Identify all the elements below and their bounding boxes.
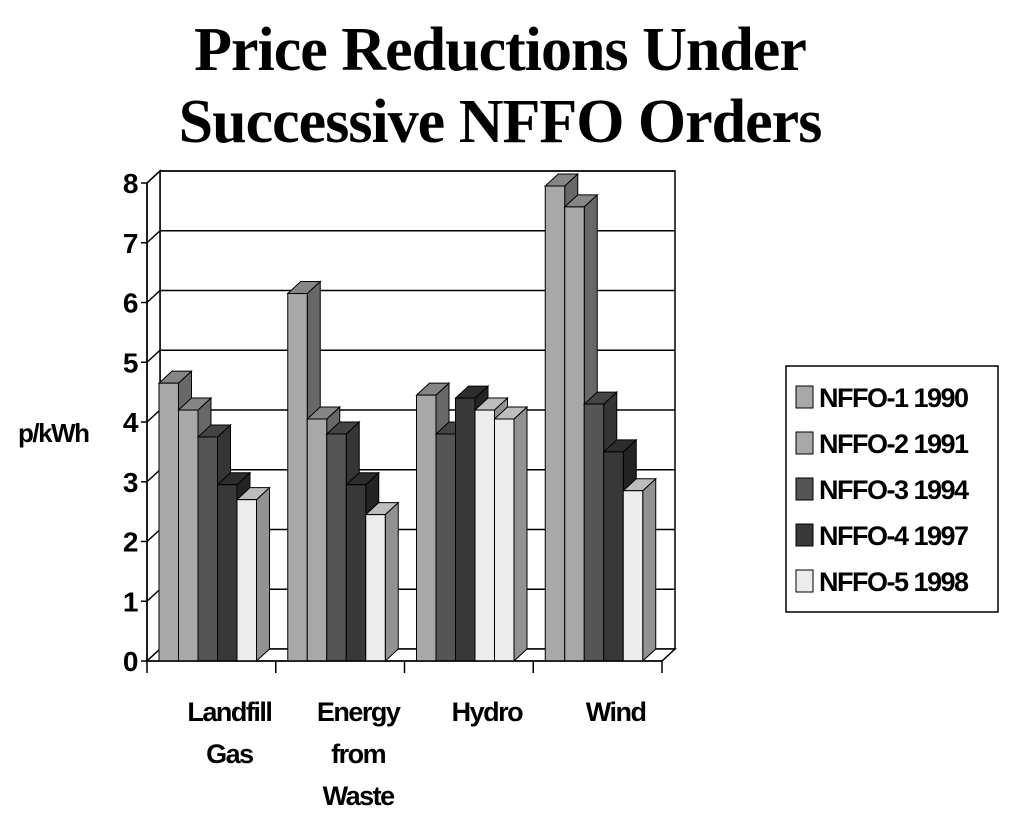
bar-side — [256, 486, 270, 663]
legend-swatch — [795, 385, 814, 409]
legend-label: NFFO-5 1998 — [819, 567, 969, 597]
x-tick-label: from — [331, 739, 385, 769]
x-tick-label: Landfill — [187, 697, 271, 727]
bar-2-4 — [493, 405, 529, 663]
bar-side — [384, 501, 399, 663]
legend-label: NFFO-3 1994 — [819, 475, 969, 505]
y-tick-label: 4 — [123, 407, 139, 438]
gridline-side — [146, 469, 161, 483]
gridline-side — [146, 588, 161, 602]
bar-front — [158, 382, 179, 662]
bar-front — [236, 499, 257, 662]
legend-swatch — [795, 477, 814, 501]
gridline-side — [146, 349, 161, 363]
bar-front — [544, 185, 566, 662]
bar-front — [326, 433, 347, 662]
y-axis-label: p/kWh — [18, 418, 89, 448]
gridline-side — [146, 528, 161, 543]
x-tick-label: Gas — [206, 739, 253, 769]
legend-label: NFFO-1 1990 — [819, 383, 968, 413]
bar-side — [642, 477, 657, 663]
x-tick-label: Waste — [323, 781, 396, 811]
legend-label: NFFO-2 1991 — [819, 429, 969, 459]
chart-title-line-2: Successive NFFO Orders — [178, 88, 823, 156]
x-tick-label: Energy — [317, 697, 401, 727]
legend-label: NFFO-4 1997 — [819, 521, 968, 551]
y-tick-label: 8 — [123, 168, 138, 199]
bar-0-4 — [235, 486, 271, 663]
y-tick-label: 1 — [123, 586, 138, 617]
gridline-side — [146, 409, 161, 423]
legend: NFFO-1 1990 NFFO-2 1991 NFFO-3 1994 NFFO-4 … — [785, 365, 999, 613]
bar-3-4 — [621, 477, 658, 663]
legend-box — [785, 365, 999, 613]
legend-swatch — [795, 523, 814, 547]
bar-front — [416, 394, 437, 662]
y-tick-label: 3 — [123, 467, 138, 498]
chart-title-line-1: Price Reductions Under — [194, 16, 807, 84]
gridline-side — [146, 170, 161, 184]
bar-front — [287, 293, 308, 662]
legend-swatch — [795, 431, 814, 455]
chart-title: Price Reductions Under Successive NFFO O… — [0, 14, 1000, 158]
bar-1-4 — [364, 501, 400, 663]
y-tick-label: 2 — [123, 527, 138, 558]
bar-front — [494, 418, 515, 662]
bar-front — [217, 484, 238, 662]
y-tick-label: 7 — [123, 228, 138, 259]
gridline-side — [146, 289, 161, 304]
bar-front — [564, 206, 585, 662]
x-tick-label: Hydro — [452, 697, 524, 727]
y-tick-label: 6 — [123, 288, 138, 319]
bar-front — [178, 409, 199, 662]
bar-front — [603, 451, 624, 662]
bar-front — [365, 514, 386, 662]
bar-front — [455, 397, 476, 662]
bar-front — [435, 433, 456, 662]
bars — [157, 172, 658, 663]
gridline-side — [146, 230, 161, 244]
y-tick-label: 5 — [123, 347, 138, 378]
bar-front — [583, 403, 605, 662]
axes: 0 1 2 3 4 5 6 7 8 p/kWh Landfill Gas Energy from Waste… — [18, 168, 663, 811]
legend-swatch — [795, 569, 814, 593]
bar-front — [306, 418, 328, 662]
y-tick-label: 0 — [123, 646, 138, 677]
bar-front — [345, 484, 367, 662]
bar-side — [513, 405, 528, 663]
bar-front — [474, 409, 495, 662]
x-tick-label: Wind — [586, 697, 646, 727]
bar-front — [622, 490, 644, 662]
bar-front — [197, 436, 218, 662]
